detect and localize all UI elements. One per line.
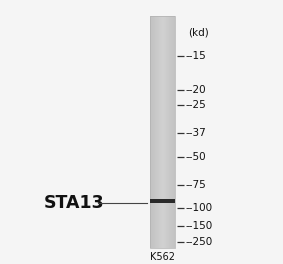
Text: --15: --15 (185, 51, 206, 61)
Bar (155, 16, 156, 248)
Bar (169, 16, 170, 248)
Bar (173, 16, 174, 248)
Text: --20: --20 (185, 84, 206, 95)
Bar (162, 16, 163, 248)
Bar (150, 16, 175, 248)
Bar (161, 16, 162, 248)
Bar (172, 16, 173, 248)
Bar (171, 16, 172, 248)
Bar (174, 16, 175, 248)
Text: --250: --250 (185, 237, 213, 247)
Bar (152, 16, 153, 248)
Bar (156, 16, 157, 248)
Bar (158, 16, 159, 248)
Text: --150: --150 (185, 221, 213, 231)
Text: --37: --37 (185, 128, 206, 138)
Text: K562: K562 (150, 252, 175, 262)
Bar (168, 16, 169, 248)
Bar (157, 16, 158, 248)
Bar (170, 16, 171, 248)
Bar (160, 16, 161, 248)
Text: (kd): (kd) (188, 28, 209, 38)
Bar (151, 16, 152, 248)
Text: --25: --25 (185, 100, 206, 110)
Bar (150, 16, 151, 248)
Text: --75: --75 (185, 180, 206, 190)
Bar (159, 16, 160, 248)
Bar (167, 16, 168, 248)
Text: --100: --100 (185, 203, 212, 213)
Bar (166, 16, 167, 248)
Bar (154, 16, 155, 248)
Bar (163, 16, 164, 248)
Bar (153, 16, 154, 248)
Bar (164, 16, 165, 248)
Bar (150, 199, 175, 203)
Text: STA13: STA13 (44, 194, 104, 212)
Bar (165, 16, 166, 248)
Text: --50: --50 (185, 152, 206, 162)
